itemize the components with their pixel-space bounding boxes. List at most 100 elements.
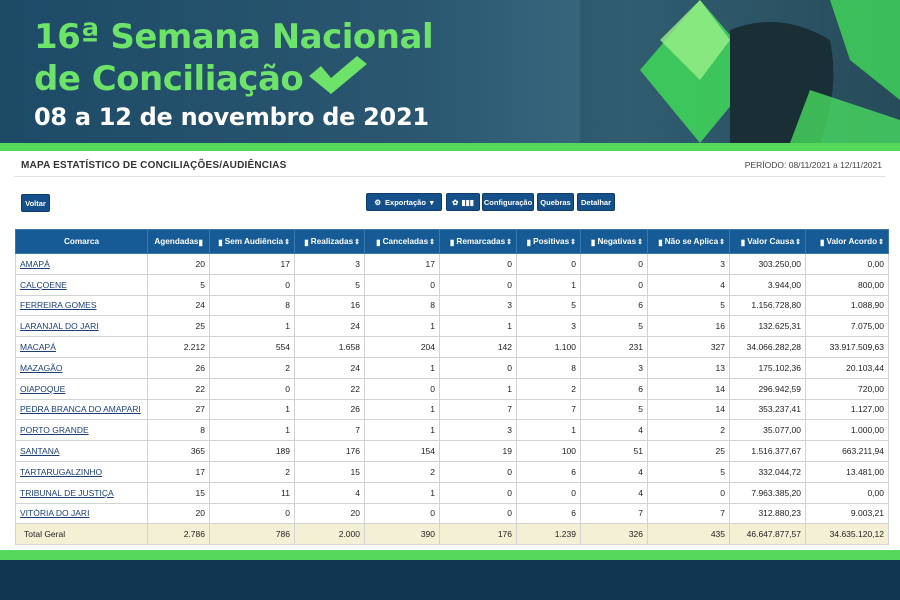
table-row: AMAPÁ 20 17 3 17 0 0 0 3 303.250,00 0,00: [15, 253, 889, 275]
table-cell: 0: [439, 502, 517, 525]
decorative-shapes-icon: [580, 0, 900, 143]
banner-date: 08 a 12 de novembro de 2021: [34, 103, 429, 131]
comarca-link[interactable]: PEDRA BRANCA DO AMAPARI: [20, 404, 141, 415]
table-cell: 175.102,36: [729, 356, 806, 379]
table-cell: 24: [294, 356, 365, 379]
comarca-link[interactable]: TARTARUGALZINHO: [20, 466, 103, 477]
comarca-cell: MACAPÁ: [15, 336, 148, 358]
table-row: MACAPÁ 2.212 554 1.658 204 142 1.100 231 327 34.0…: [15, 336, 889, 358]
table-cell: 1: [209, 419, 295, 442]
sort-icon: ⇕: [284, 238, 290, 246]
table-cell: 189: [209, 440, 295, 462]
configuracao-button[interactable]: Configuração: [482, 193, 534, 211]
column-header-label: Valor Acordo: [826, 236, 878, 246]
chart-settings-button[interactable]: ✿ ▮▮▮: [446, 193, 480, 211]
table-cell: 1.100: [516, 336, 581, 358]
comarca-cell: FERREIRA GOMES: [15, 294, 148, 317]
column-header[interactable]: ▮ Realizadas⇕: [294, 229, 365, 254]
table-cell: 3: [580, 356, 648, 379]
table-cell: 1: [439, 377, 517, 400]
table-cell: 26: [147, 356, 210, 379]
total-cell: 786: [209, 523, 295, 546]
comarca-cell: PEDRA BRANCA DO AMAPARI: [15, 398, 148, 421]
comarca-link[interactable]: LARANJAL DO JARI: [20, 321, 99, 332]
comarca-cell: AMAPÁ: [15, 253, 148, 275]
voltar-button[interactable]: Voltar: [21, 194, 50, 212]
table-cell: 0: [439, 253, 517, 275]
comarca-link[interactable]: MACAPÁ: [20, 342, 56, 353]
bar-chart-icon: ▮: [376, 237, 381, 247]
table-cell: 9.003,21: [805, 502, 889, 525]
column-header[interactable]: ▮ Remarcadas⇕: [439, 229, 517, 254]
table-cell: 13: [647, 356, 730, 379]
comarca-link[interactable]: TRIBUNAL DE JUSTIÇA: [20, 487, 114, 498]
table-cell: 5: [647, 460, 730, 483]
comarca-cell: LARANJAL DO JARI: [15, 315, 148, 338]
comarca-link[interactable]: AMAPÁ: [20, 258, 50, 269]
comarca-cell: SANTANA: [15, 440, 148, 462]
table-row: FERREIRA GOMES 24 8 16 8 3 5 6 5 1.156.728,80 1.08…: [15, 294, 889, 317]
table-cell: 0: [209, 377, 295, 400]
table-cell: 5: [580, 315, 648, 338]
table-cell: 22: [147, 377, 210, 400]
detalhar-button[interactable]: Detalhar: [577, 193, 615, 211]
event-banner: 16ª Semana Nacional de Conciliação 08 a …: [0, 0, 900, 143]
table-row: PEDRA BRANCA DO AMAPARI 27 1 26 1 7 7 5 14 353.23…: [15, 398, 889, 421]
table-cell: 2.212: [147, 336, 210, 358]
table-cell: 35.077,00: [729, 419, 806, 442]
table-cell: 7: [580, 502, 648, 525]
total-row: Total Geral 2.786 786 2.000 390 176 1.239 326 43…: [15, 523, 889, 546]
comarca-link[interactable]: CALÇOENE: [20, 279, 67, 290]
table-cell: 327: [647, 336, 730, 358]
table-cell: 2: [364, 460, 440, 483]
table-cell: 365: [147, 440, 210, 462]
comarca-cell: VITÓRIA DO JARI: [15, 502, 148, 525]
column-header-label: Positivas: [533, 236, 570, 246]
table-row: CALÇOENE 5 0 5 0 0 1 0 4 3.944,00 800,00: [15, 273, 889, 296]
table-cell: 7: [647, 502, 730, 525]
total-cell: 2.000: [294, 523, 365, 546]
table-cell: 231: [580, 336, 648, 358]
column-header[interactable]: ▮ Valor Acordo⇕: [805, 229, 889, 254]
total-cell: 34.635.120,12: [805, 523, 889, 546]
table-cell: 1: [516, 419, 581, 442]
table-cell: 1.658: [294, 336, 365, 358]
column-header[interactable]: ▮ Positivas⇕: [516, 229, 581, 254]
table-cell: 1: [364, 419, 440, 442]
comarca-link[interactable]: PORTO GRANDE: [20, 425, 89, 436]
comarca-link[interactable]: FERREIRA GOMES: [20, 300, 97, 311]
table-cell: 6: [516, 460, 581, 483]
total-cell: 390: [364, 523, 440, 546]
divider: [14, 176, 886, 177]
column-header[interactable]: ▮ Valor Causa⇕: [729, 229, 806, 254]
column-header[interactable]: Agendadas ▮: [147, 229, 210, 254]
comarca-link[interactable]: SANTANA: [20, 446, 60, 457]
quebras-button[interactable]: Quebras: [537, 193, 574, 211]
table-cell: 7: [439, 398, 517, 421]
table-cell: 1: [364, 315, 440, 338]
comarca-link[interactable]: VITÓRIA DO JARI: [20, 508, 90, 519]
table-cell: 3: [439, 294, 517, 317]
comarca-link[interactable]: OIAPOQUE: [20, 383, 66, 394]
column-header[interactable]: Comarca: [15, 229, 148, 254]
column-header[interactable]: ▮ Negativas⇕: [580, 229, 648, 254]
table-cell: 1: [364, 481, 440, 504]
table-cell: 4: [580, 460, 648, 483]
comarca-link[interactable]: MAZAGÃO: [20, 362, 63, 373]
table-cell: 15: [147, 481, 210, 504]
table-cell: 663.211,94: [805, 440, 889, 462]
banner-title: 16ª Semana Nacional de Conciliação: [34, 16, 434, 100]
column-header[interactable]: ▮ Não se Aplica⇕: [647, 229, 730, 254]
exportacao-dropdown[interactable]: ⚙ Exportação ▾: [366, 193, 442, 211]
column-header-label: Negativas: [597, 236, 637, 246]
column-header[interactable]: ▮ Sem Audiência⇕: [209, 229, 295, 254]
table-cell: 0: [364, 502, 440, 525]
table-cell: 1.156.728,80: [729, 294, 806, 317]
sort-icon: ⇕: [354, 238, 360, 246]
table-cell: 20: [147, 253, 210, 275]
sort-icon: ⇕: [637, 238, 643, 246]
column-header[interactable]: ▮ Canceladas⇕: [364, 229, 440, 254]
sort-icon: ⇕: [570, 238, 576, 246]
table-cell: 0: [580, 273, 648, 296]
table-cell: 11: [209, 481, 295, 504]
